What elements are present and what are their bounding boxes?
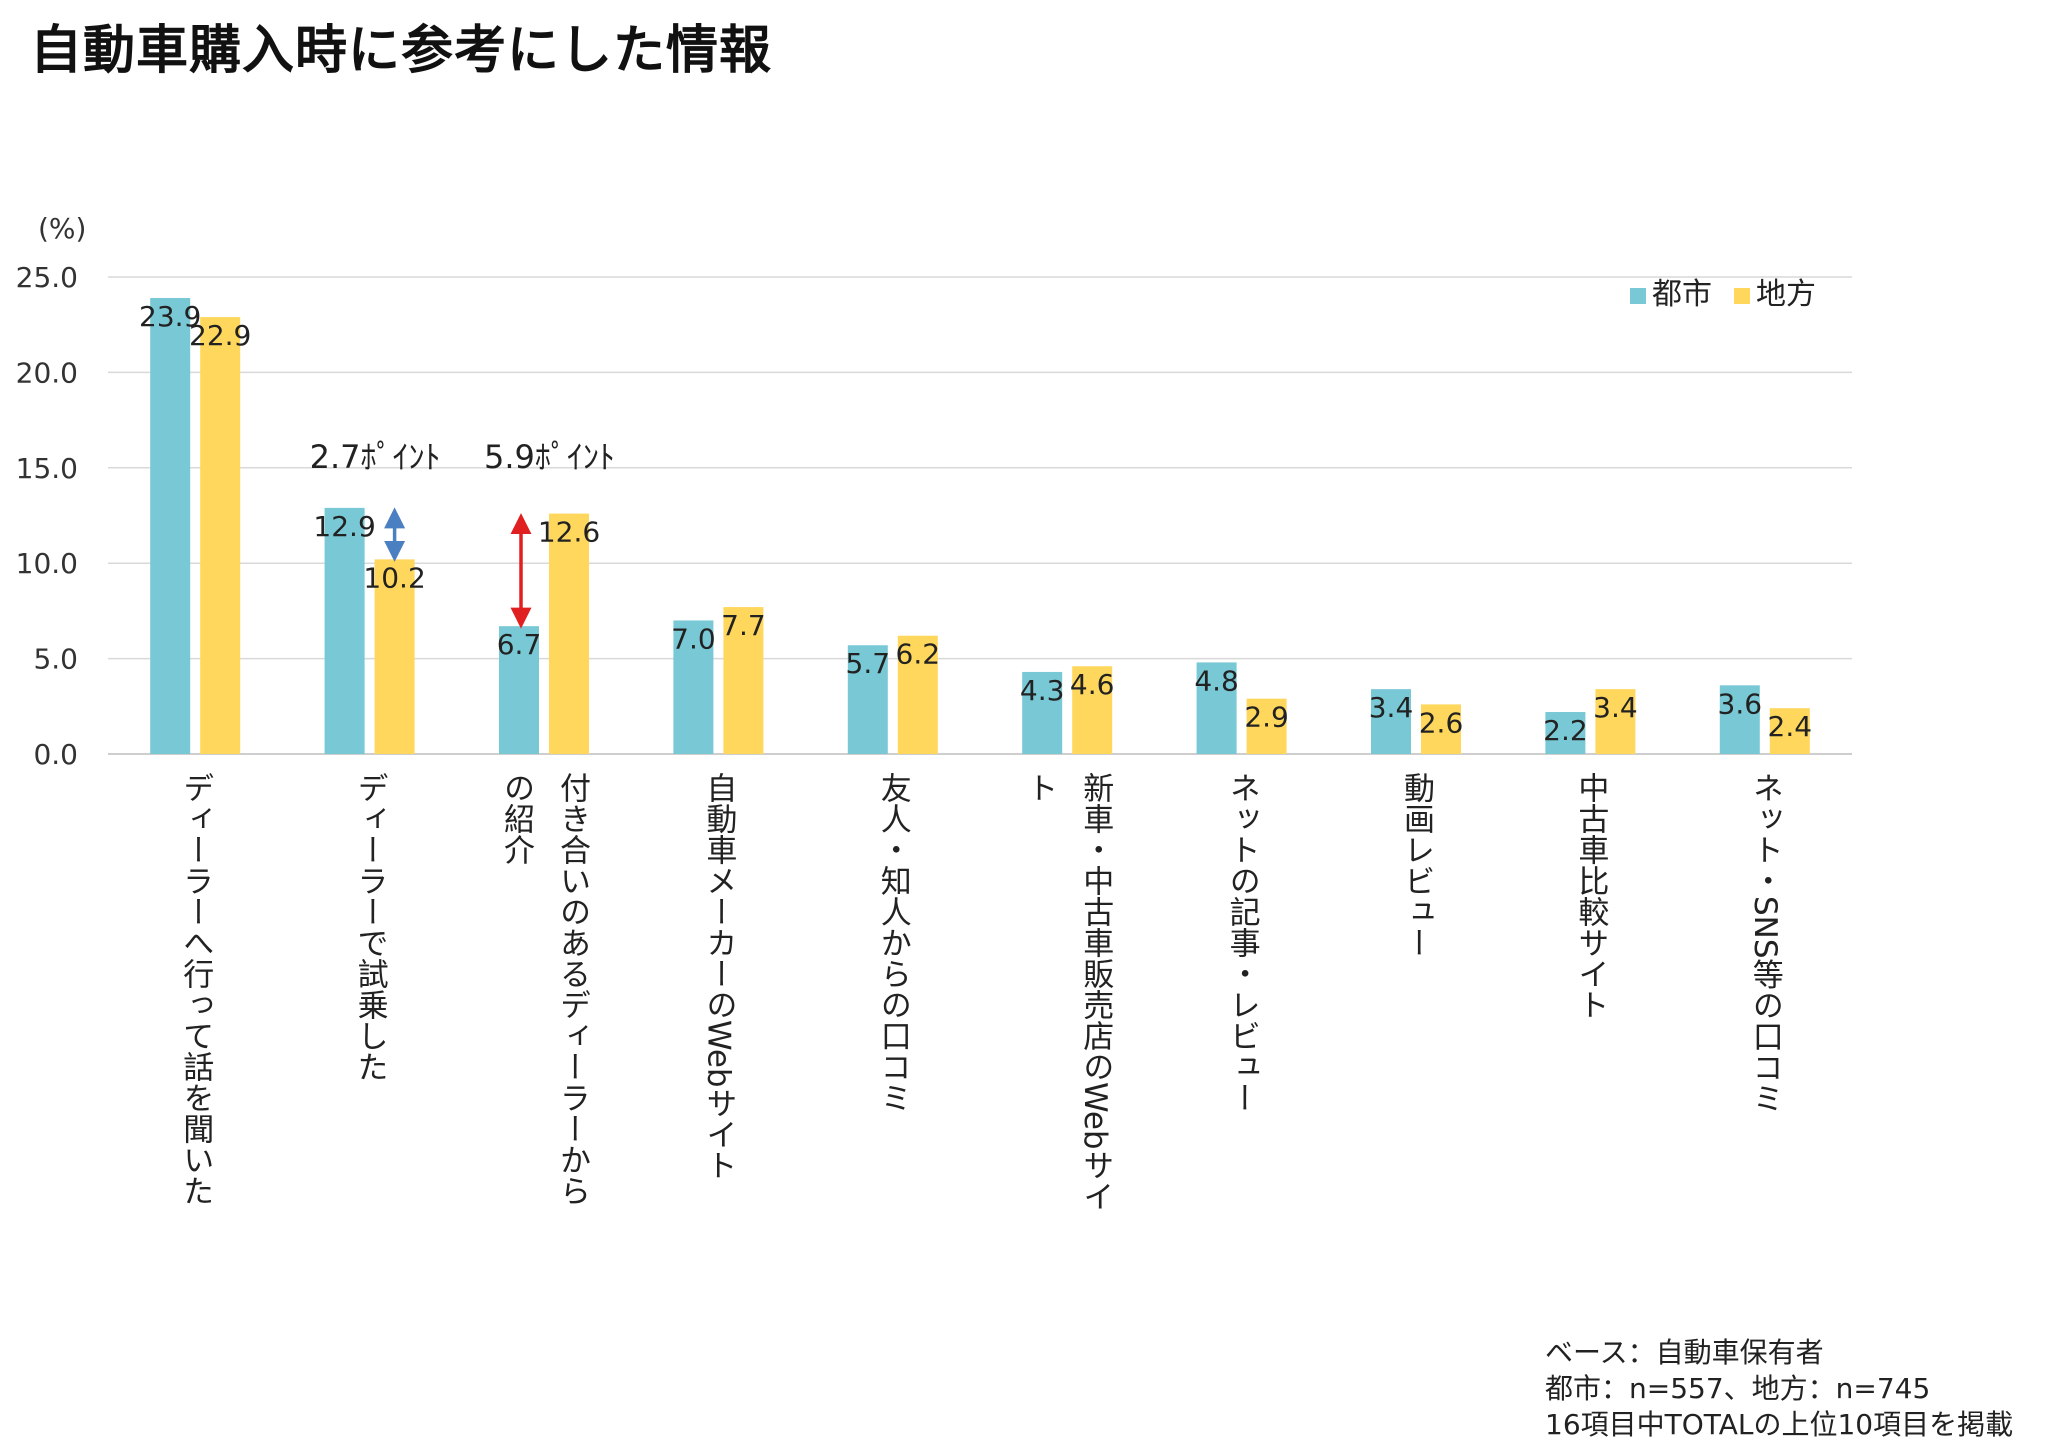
data-label-city: 3.6	[1718, 687, 1763, 720]
legend-label-rural: 地方	[1756, 277, 1816, 312]
bar-city	[1545, 712, 1586, 754]
legend-swatch-rural	[1734, 288, 1750, 304]
data-label-city: 4.8	[1194, 664, 1239, 697]
data-label-city: 23.9	[139, 300, 201, 333]
y-tick-label: 15.0	[16, 452, 78, 485]
data-label-rural: 22.9	[189, 319, 251, 352]
bar-rural	[1595, 689, 1636, 754]
bar-rural	[374, 559, 415, 754]
bar-rural	[1769, 708, 1810, 754]
y-tick-label: 25.0	[16, 261, 78, 294]
data-label-rural: 4.6	[1070, 668, 1115, 701]
legend-label-city: 都市	[1652, 277, 1712, 312]
category-label: 動画レビュー	[1398, 772, 1434, 958]
bar-city	[1719, 685, 1760, 754]
bar-rural	[200, 317, 241, 754]
bar-city	[1022, 671, 1063, 754]
y-tick-label: 10.0	[16, 547, 78, 580]
bar-rural	[723, 607, 764, 754]
bar-city	[1371, 689, 1411, 754]
category-label: 自動車メーカーのWebサイト	[700, 772, 736, 1181]
data-label-rural: 2.4	[1768, 710, 1813, 743]
difference-annotation: 2.7ﾎﾟｲﾝﾄ	[310, 438, 441, 476]
bar-rural	[897, 635, 938, 754]
category-label: ディーラーで試乗した	[352, 772, 388, 1082]
chart-title: 自動車購入時に参考にした情報	[30, 21, 773, 81]
data-label-city: 2.2	[1543, 714, 1588, 747]
category-label: 中古車比較サイト	[1572, 772, 1608, 1020]
category-label: の紹介	[498, 772, 535, 865]
legend-swatch-city	[1630, 288, 1646, 304]
category-label: 友人・知人からの口コミ	[875, 772, 911, 1113]
category-label: 付き合いのあるディーラーから	[554, 772, 590, 1206]
footnote-note: 16項目中TOTALの上位10項目を掲載	[1545, 1408, 2014, 1441]
data-label-rural: 12.6	[538, 516, 600, 549]
bar-city	[499, 626, 539, 754]
data-label-city: 7.0	[671, 622, 716, 655]
data-label-rural: 3.4	[1593, 691, 1638, 724]
y-tick-label: 5.0	[33, 643, 78, 676]
data-label-city: 6.7	[497, 628, 542, 661]
data-label-city: 4.3	[1020, 674, 1065, 707]
y-unit-label: (%)	[38, 212, 86, 245]
y-tick-label: 20.0	[16, 356, 78, 389]
category-label: 新車・中古車販売店のWebサイ	[1077, 772, 1114, 1212]
category-label: ト	[1021, 772, 1057, 803]
bar-rural	[1246, 698, 1287, 754]
bar-rural	[549, 513, 589, 754]
bar-city	[847, 645, 888, 754]
category-label: ネットの記事・レビュー	[1224, 772, 1260, 1113]
footnote-base: ベース：自動車保有者	[1545, 1336, 1824, 1369]
data-label-rural: 2.9	[1244, 701, 1289, 734]
data-label-rural: 6.2	[896, 638, 941, 671]
bar-city	[150, 297, 191, 754]
data-label-city: 5.7	[846, 647, 891, 680]
bar-rural	[1072, 666, 1113, 754]
data-label-rural: 7.7	[721, 609, 766, 642]
data-label-city: 3.4	[1369, 691, 1414, 724]
data-label-rural: 2.6	[1419, 706, 1464, 739]
footnote: ベース：自動車保有者 都市：n=557、地方：n=745 16項目中TOTALの…	[1545, 1335, 2013, 1443]
category-label: ネット・SNS等の口コミ	[1747, 772, 1783, 1114]
data-label-rural: 10.2	[363, 561, 425, 594]
y-tick-label: 0.0	[33, 738, 78, 771]
difference-annotation: 5.9ﾎﾟｲﾝﾄ	[484, 438, 615, 476]
bar-city	[673, 620, 714, 754]
footnote-sample-size: 都市：n=557、地方：n=745	[1545, 1372, 1931, 1405]
bar-rural	[1421, 704, 1461, 754]
bar-city	[324, 507, 365, 754]
category-label: ディーラーへ行って話を聞いた	[177, 772, 214, 1206]
data-label-city: 12.9	[313, 510, 375, 543]
bar-city	[1196, 662, 1237, 754]
